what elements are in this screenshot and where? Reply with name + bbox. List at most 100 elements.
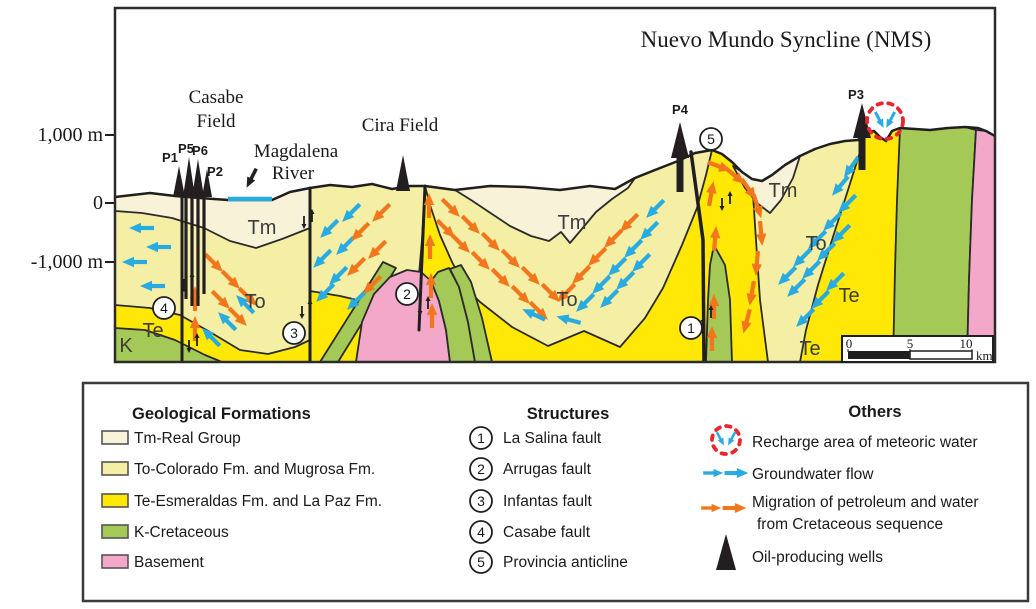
groundwater-flow-arrow: [522, 309, 546, 322]
svg-text:4: 4: [477, 524, 485, 540]
groundwater-flow-arrow: [608, 256, 628, 276]
legend-others-items: Recharge area of meteoric water Groundwat…: [701, 424, 979, 570]
petroleum-migration-arrow: [708, 294, 720, 319]
petroleum-migration-arrow: [746, 280, 757, 306]
field-label: Field: [196, 111, 236, 132]
petroleum-migration-arrow: [528, 300, 548, 320]
recharge-infiltration-arrow: [886, 111, 897, 128]
legend-label: Infantas fault: [503, 493, 592, 510]
oil-well-derrick: [173, 166, 185, 197]
legend-label: Tm-Real Group: [134, 430, 241, 447]
svg-text:2: 2: [477, 461, 485, 477]
recharge-infiltration-arrow: [873, 111, 884, 128]
legend-item-formation: Tm-Real Group: [101, 430, 241, 447]
legend-swatch-to: [101, 461, 129, 476]
fault-slip-tick: [186, 333, 200, 353]
legend-label: Te-Esmeraldas Fm. and La Paz Fm.: [134, 493, 382, 510]
oil-well-derrick: [183, 157, 195, 197]
groundwater-flow-arrow: [703, 468, 724, 478]
svg-text:1: 1: [477, 430, 485, 446]
legend-item-structure: 3 Infantas fault: [469, 489, 592, 513]
groundwater-flow-arrow: [202, 328, 222, 348]
groundwater-flow-arrow: [724, 468, 749, 478]
svg-text:3: 3: [290, 325, 298, 341]
groundwater-flow-arrow: [640, 220, 660, 240]
formation-label-te: Te: [142, 320, 163, 342]
scale-bar: 0 5 10 km: [841, 335, 994, 363]
legend-label: To-Colorado Fm. and Mugrosa Fm.: [134, 461, 375, 478]
groundwater-flow-arrow: [826, 271, 846, 291]
recharge-area-icon: [865, 101, 905, 141]
petroleum-migration-arrow: [347, 256, 367, 276]
petroleum-migration-arrow: [210, 289, 230, 309]
groundwater-flow-arrow: [576, 292, 596, 312]
topographic-surface-line: [115, 125, 995, 202]
groundwater-flow-arrow: [808, 229, 828, 249]
field-label: Casabe: [189, 87, 244, 108]
groundwater-flow-arrow: [342, 202, 362, 222]
petroleum-migration-arrow: [425, 273, 437, 298]
groundwater-flow-arrow: [313, 248, 333, 268]
field-label: River: [272, 163, 315, 184]
legend-label: Groundwater flow: [752, 466, 874, 483]
legend-item-structure: 5 Provincia anticline: [469, 550, 628, 574]
legend-heading-others: Others: [848, 403, 901, 421]
groundwater-flow-arrow: [329, 265, 349, 285]
scale-5: 5: [907, 336, 914, 351]
structure-number-badge: 5: [699, 127, 723, 151]
legend-label: Basement: [134, 554, 204, 571]
petroleum-migration-arrow: [755, 220, 767, 246]
groundwater-flow-arrow: [787, 277, 807, 297]
section-title: Nuevo Mundo Syncline (NMS): [641, 27, 932, 52]
legend-label: La Salina fault: [503, 430, 602, 447]
groundwater-flow-arrow: [122, 256, 147, 268]
well-label-p1: P1: [162, 150, 178, 165]
axis-label-minus1000m: -1,000 m: [31, 251, 104, 273]
well-label-p4: P4: [672, 102, 689, 117]
formation-label-to: To: [556, 289, 577, 311]
groundwater-flow-arrow: [832, 223, 852, 243]
legend-swatch-k: [101, 524, 129, 539]
groundwater-flow-arrow: [316, 282, 336, 302]
legend-structures-items: 1 La Salina fault 2 Arrugas fault 3 Infantas …: [469, 426, 628, 574]
groundwater-flow-arrow: [556, 314, 582, 325]
structure-number-badge: 3: [282, 321, 306, 345]
petroleum-migration-arrow: [203, 252, 223, 272]
petroleum-migration-arrow: [557, 282, 577, 302]
fault-slip-tick: [700, 305, 714, 325]
groundwater-flow-arrow: [129, 222, 154, 234]
legend-item-structure: 2 Arrugas fault: [469, 457, 592, 481]
groundwater-flow-arrow: [811, 289, 831, 309]
groundwater-flow-arrow: [236, 295, 256, 315]
structure-number-badge: 4: [152, 296, 176, 320]
recharge-area-icon: [710, 424, 742, 456]
formation-label-tm: Tm: [769, 180, 798, 202]
well-label-p2: P2: [207, 164, 223, 179]
formation-label-k: K: [119, 335, 133, 357]
legend-swatch-tm: [101, 430, 129, 445]
groundwater-flow-arrow: [817, 241, 837, 261]
svg-text:5: 5: [707, 131, 715, 147]
petroleum-migration-arrow: [424, 234, 436, 259]
legend-heading-structures: Structures: [527, 405, 610, 423]
legend-label-line2: from Cretaceous sequence: [757, 516, 943, 533]
formation-label-to: To: [805, 233, 826, 255]
legend-swatch-basement: [101, 554, 129, 569]
groundwater-flow-arrow: [802, 259, 822, 279]
groundwater-flow-arrow: [592, 274, 612, 294]
groundwater-flow-arrow: [843, 155, 861, 178]
legend-well-icon: [716, 534, 736, 570]
petroleum-migration-arrow: [722, 503, 747, 513]
groundwater-flow-arrow: [832, 175, 850, 196]
structure-number-badges: 1 2 3 4 5: [152, 127, 723, 345]
petroleum-migration-arrow: [706, 181, 717, 207]
groundwater-flow-arrow: [823, 211, 843, 231]
fault-slip-tick: [417, 296, 431, 316]
scale-unit: km: [976, 348, 993, 363]
legend-label: K-Cretaceous: [134, 524, 229, 541]
petroleum-migration-arrow: [220, 269, 240, 289]
petroleum-migration-arrow: [540, 282, 560, 302]
